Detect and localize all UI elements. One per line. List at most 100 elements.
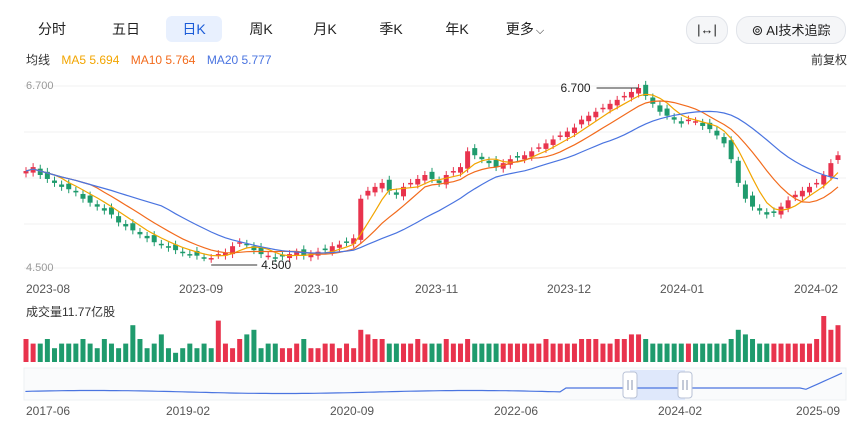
candle-body [728, 140, 734, 160]
range-tick-3: 2022-06 [494, 404, 539, 418]
volume-bar [116, 348, 122, 362]
candle-body [742, 184, 748, 199]
candle-body [472, 148, 478, 156]
volume-bar [187, 343, 193, 362]
candle-body [643, 84, 649, 96]
candle-body [101, 208, 107, 211]
range-handle [677, 371, 693, 399]
candle-body [251, 246, 257, 251]
volume-bar [215, 320, 221, 362]
candle-body [365, 190, 371, 196]
candle-body [208, 258, 214, 260]
candle-body [671, 117, 677, 120]
volume-bar [450, 343, 456, 362]
candle-body [344, 241, 350, 243]
volume-bar [500, 343, 506, 362]
candle-body [408, 182, 414, 185]
candle-body [137, 231, 143, 235]
volume-bar [194, 348, 200, 362]
candle-body [443, 175, 449, 185]
volume-bar [571, 343, 577, 362]
volume-bar [51, 348, 57, 362]
tab-weekly-k[interactable]: 周K [249, 21, 273, 37]
ma10-value: MA10 5.764 [130, 53, 196, 67]
candle-body [222, 252, 228, 256]
volume-bar [814, 339, 820, 362]
candle-body [336, 244, 342, 248]
candle-body [393, 192, 399, 195]
candle-body [735, 160, 741, 183]
candle-body [636, 88, 642, 94]
tab-monthly-k[interactable]: 月K [313, 21, 337, 37]
volume-bar [180, 348, 186, 362]
volume-bar [37, 343, 43, 362]
ma-legend: 均线 MA5 5.694 MA10 5.764 MA20 5.777 [26, 51, 280, 68]
candle-body [372, 186, 378, 193]
volume-bar [59, 343, 65, 362]
candle-body [80, 193, 86, 199]
volume-bar [436, 343, 442, 362]
volume-bar [108, 343, 114, 362]
candle-body [351, 238, 357, 244]
candle-body [116, 216, 122, 223]
candle-body [108, 207, 114, 215]
volume-bar [165, 348, 171, 362]
volume-bar [87, 343, 93, 362]
candle-body [258, 246, 264, 255]
volume-bar [94, 348, 100, 362]
max-annotation-label: 6.700 [561, 81, 591, 95]
tab-more[interactable]: 更多 ⌵ [500, 16, 550, 42]
volume-bar [336, 348, 342, 362]
volume-bar [807, 343, 813, 362]
candle-body [59, 184, 65, 187]
tab-five-day[interactable]: 五日 [112, 21, 140, 37]
tab-quarterly-k[interactable]: 季K [379, 21, 403, 37]
candle-body [678, 121, 684, 124]
volume-bar [678, 343, 684, 362]
volume-bar [757, 343, 763, 362]
x-tick-2023-10: 2023-10 [294, 282, 339, 296]
candle-body [123, 224, 129, 227]
volume-bar [543, 339, 549, 362]
candle-body [230, 246, 236, 255]
tab-daily-k[interactable]: 日K [166, 16, 222, 42]
period-tabs: 分时 五日 日K 周K 月K 季K 年K 更多 ⌵ |↔| ⊚ AI技术追踪 [0, 10, 865, 48]
x-tick-2023-08: 2023-08 [26, 282, 71, 296]
volume-bar [700, 343, 706, 362]
volume-bar [137, 339, 143, 362]
volume-bar [265, 343, 271, 362]
volume-bar [308, 348, 314, 362]
volume-bar [522, 343, 528, 362]
price-high-label: 6.700 [26, 80, 54, 92]
candle-body [657, 105, 663, 112]
volume-bar [429, 343, 435, 362]
candle-body [422, 175, 428, 181]
candle-body [379, 182, 385, 189]
candle-body [750, 195, 756, 207]
ai-trace-button[interactable]: ⊚ AI技术追踪 [736, 16, 846, 44]
candle-body [144, 235, 150, 239]
candle-body [308, 254, 314, 258]
volume-bar [408, 343, 414, 362]
candle-body [130, 223, 136, 231]
expand-horizontal-icon: |↔| [697, 22, 717, 37]
candle-body [87, 195, 93, 203]
candle-body [415, 178, 421, 185]
volume-bar [415, 339, 421, 362]
candle-body [479, 156, 485, 160]
adjust-mode[interactable]: 前复权 [810, 53, 847, 67]
volume-bar [358, 329, 364, 362]
tab-intraday[interactable]: 分时 [38, 21, 66, 37]
candle-body [536, 147, 542, 149]
ma-title: 均线 [26, 53, 51, 67]
expand-horizontal-button[interactable]: |↔| [686, 16, 728, 44]
volume-bar [222, 343, 228, 362]
candle-body [821, 175, 827, 185]
candle-body [73, 190, 79, 193]
volume-bar [529, 343, 535, 362]
volume-bar [393, 343, 399, 362]
volume-bar [792, 343, 798, 362]
tab-yearly-k[interactable]: 年K [445, 21, 469, 37]
x-tick-2024-01: 2024-01 [660, 282, 705, 296]
